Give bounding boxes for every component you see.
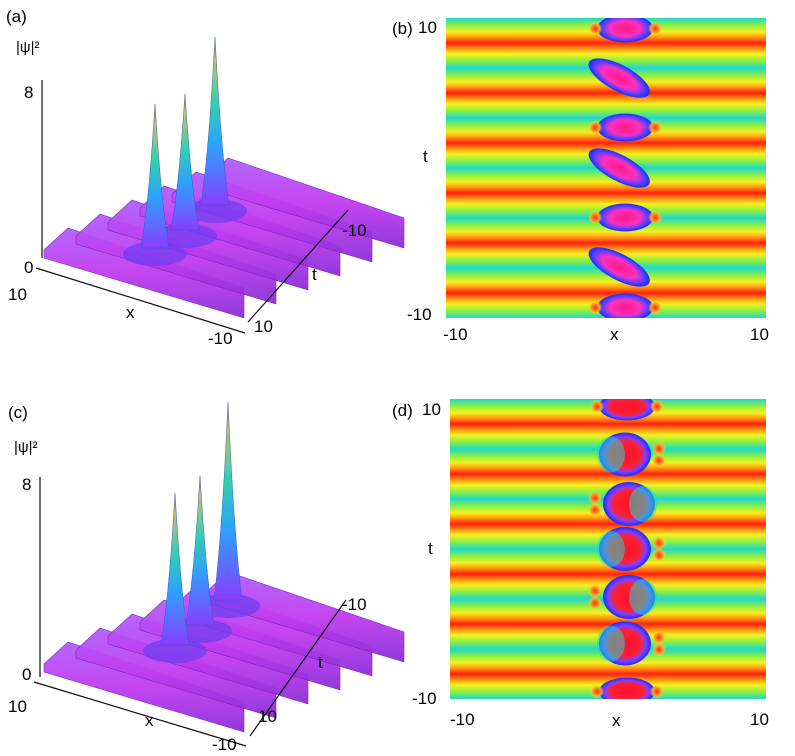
heatmap-d — [450, 399, 766, 699]
peak-base — [153, 224, 217, 248]
t-label-a: t — [312, 265, 317, 284]
z-tick-0-c: 0 — [22, 665, 31, 684]
heatmap-defect — [596, 527, 666, 571]
x-tick-left-b: -10 — [443, 325, 468, 344]
heatmap-defect — [596, 432, 666, 477]
z-axis-label-a: |ψ|² — [16, 39, 39, 56]
z-tick-8-c: 8 — [22, 475, 31, 494]
surface-ridge — [43, 641, 245, 733]
y-tick-top-b: 10 — [418, 18, 437, 37]
x-tick-left-d: -10 — [450, 710, 475, 729]
y-tick-top-d: 10 — [422, 400, 441, 419]
heatmap-defect — [596, 621, 666, 666]
x-label-d: x — [612, 711, 621, 730]
panel-c: (c) |ψ|² 8 0 10 x -10 -10 t 10 — [8, 402, 405, 754]
heatmap-defect — [587, 482, 657, 526]
surface-peak — [185, 475, 215, 626]
panel-b: (b) 10 t -10 -10 x 10 — [392, 18, 769, 344]
panel-label-b: (b) — [392, 19, 413, 38]
peak-base — [183, 199, 247, 223]
panel-label-c: (c) — [8, 403, 28, 422]
z-tick-8-a: 8 — [24, 83, 33, 102]
peak-base — [143, 639, 207, 663]
x-tick-right-b: 10 — [750, 325, 769, 344]
x-tick-right-c: -10 — [212, 735, 237, 754]
heatmap-defect — [588, 18, 663, 43]
surface-c — [43, 402, 405, 733]
y-tick-bottom-d: -10 — [412, 689, 437, 708]
t-tick-top-c: -10 — [342, 595, 367, 614]
heatmap-defect — [587, 575, 657, 619]
y-label-b: t — [423, 147, 428, 166]
surface-ridge — [43, 227, 245, 319]
heatmap-defect — [589, 399, 664, 421]
t-label-c: t — [318, 653, 323, 672]
heatmap-defect — [589, 677, 664, 699]
x-tick-right-a: -10 — [208, 329, 233, 348]
x-tick-left-a: 10 — [8, 285, 27, 304]
t-tick-bottom-a: 10 — [254, 317, 273, 336]
x-label-c: x — [145, 711, 154, 730]
panel-label-a: (a) — [6, 7, 27, 26]
panel-d: (d) 10 t -10 -10 x 10 — [392, 399, 769, 730]
surface-peak — [200, 36, 230, 206]
y-label-d: t — [428, 539, 433, 558]
surface-ridge — [107, 613, 309, 705]
x-axis-a — [35, 209, 349, 334]
surface-peak — [170, 93, 200, 231]
surface-ridge — [75, 627, 277, 719]
x-tick-right-d: 10 — [750, 710, 769, 729]
heatmap-defect — [588, 148, 650, 188]
heatmap-defect — [588, 247, 650, 287]
surface-a — [43, 36, 405, 319]
x-label-b: x — [610, 325, 619, 344]
t-tick-top-a: -10 — [342, 221, 367, 240]
z-tick-0-a: 0 — [24, 258, 33, 277]
heatmap-b — [446, 18, 766, 318]
heatmap-defect — [588, 113, 663, 142]
panel-label-d: (d) — [392, 401, 413, 420]
z-axis-label-c: |ψ|² — [14, 439, 37, 456]
x-label-a: x — [126, 303, 135, 322]
heatmap-defect — [588, 203, 663, 232]
x-tick-left-c: 10 — [8, 697, 27, 716]
y-tick-bottom-b: -10 — [407, 305, 432, 324]
x-axis-c — [33, 599, 347, 747]
surface-peak — [213, 402, 243, 601]
surface-peak — [160, 493, 190, 646]
peak-base — [123, 242, 187, 266]
panel-a: (a) |ψ|² 8 0 10 x -10 -10 t 10 — [6, 7, 405, 348]
heatmap-defect — [588, 293, 663, 318]
surface-peak — [140, 103, 170, 249]
t-tick-bottom-c: 10 — [258, 707, 277, 726]
heatmap-defect — [588, 58, 650, 98]
